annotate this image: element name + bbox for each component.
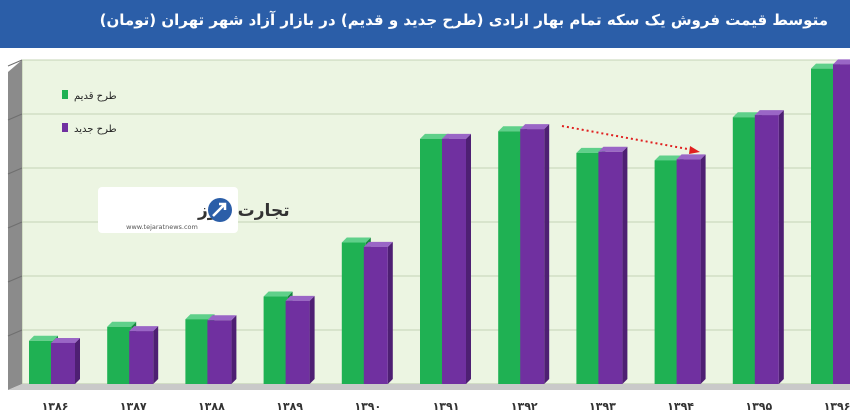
bar-old-4 [341,242,366,384]
bar-new-6-side [544,124,550,385]
bar-new-3-side [309,295,315,384]
trend-arrow-line [561,125,694,151]
bar-old-3 [263,296,288,384]
bar-new-10 [833,64,850,384]
x-tick-label: ۱۳۸۷ [120,400,147,413]
bar-old-7-top [576,147,606,153]
x-tick-label: ۱۳۹۳ [589,400,616,413]
x-tick-label: ۱۳۸۸ [198,400,225,413]
x-tick-label: ۱۳۹۵ [745,400,772,413]
x-tick-label: ۱۳۸۶ [42,400,69,413]
side-gridline [7,113,23,121]
bar-new-6-top [520,124,550,130]
bar-new-3-top [285,295,315,301]
bar-new-5-side [466,133,471,384]
legend: طرح قدیم طرح جدید [62,90,117,135]
legend-label-old: طرح قدیم [74,91,117,102]
x-tick-label: ۱۳۹۶ [824,400,850,413]
side-gridline [7,221,23,229]
bar-new-4-side [387,241,393,384]
bar-new-1-top [129,326,159,332]
bar-new-5-top [442,133,471,139]
bar-old-1-top [107,321,137,327]
bars-group [29,59,850,385]
bar-new-2 [207,320,232,384]
title-bar: متوسط قیمت فروش یک سکه تمام بهار ازادی (… [0,0,850,48]
bar-old-8 [654,160,679,384]
bar-new-10-top [833,59,850,65]
chart-title: متوسط قیمت فروش یک سکه تمام بهار ازادی (… [99,11,828,29]
legend-swatch-old [62,90,68,99]
bar-new-1 [129,331,154,384]
bar-new-0 [51,342,75,384]
bar-new-1-side [153,326,159,384]
bar-new-5 [442,138,466,384]
x-tick-label: ۱۳۹۰ [354,400,381,413]
bar-new-0-top [51,337,80,343]
x-tick-label: ۱۳۹۱ [433,400,460,413]
bar-new-7-side [622,146,628,384]
logo-url: www.tejaratnews.com [126,223,198,231]
bar-old-8-top [654,155,684,161]
trend-arrow-annotation [561,125,700,154]
bar-new-3 [285,300,310,384]
bar-new-8 [676,159,701,384]
bar-new-9-side [778,110,784,384]
legend-label-new: طرح جدید [74,124,117,135]
bar-new-4-top [363,241,393,247]
bar-old-5 [420,138,444,384]
bar-new-8-side [700,154,706,384]
bar-old-2-top [185,314,215,320]
bar-new-9 [754,115,779,384]
bar-old-10-top [811,63,840,69]
bar-old-6 [498,131,523,384]
bar-new-2-side [231,315,237,384]
trend-arrow-head [689,146,700,154]
bar-old-9-top [732,112,762,118]
x-tick-label: ۱۳۸۹ [276,400,303,413]
bar-old-1 [107,326,132,384]
bar-old-10 [811,68,835,384]
bar-new-8-top [676,154,706,160]
x-tick-label: ۱۳۹۲ [511,400,538,413]
logo-box [98,187,238,233]
bar-old-5-top [420,133,449,139]
bar-new-0-side [75,337,80,384]
bar-new-6 [520,129,545,384]
bar-new-9-top [754,110,784,116]
bar-old-0 [29,340,53,384]
bar-old-7 [576,152,601,384]
bar-new-7-top [598,146,628,152]
bar-old-6-top [498,126,528,132]
chart-floor [8,384,850,390]
side-gridline [7,59,23,67]
logo-arrow-icon [212,202,227,217]
tejarat-news-logo: تجارت نیوز www.tejaratnews.com [98,187,290,233]
x-axis-labels: ۱۳۸۶ ۱۳۸۷ ۱۳۸۸ ۱۳۸۹ ۱۳۹۰ ۱۳۹۱ ۱۳۹۲ ۱۳۹۳ ۱۳۹۴ ۱۳۹۵… [42,400,850,413]
bar-new-4 [363,246,388,384]
side-gridline [7,167,23,175]
side-gridline [7,329,23,337]
x-tick-label: ۱۳۹۴ [667,400,694,413]
bar-old-0-top [29,335,58,341]
bar-old-9 [732,117,757,385]
bar-old-3-top [263,291,293,297]
bar-new-2-top [207,315,237,321]
side-gridline [7,275,23,283]
bar-new-7 [598,151,623,384]
bar-old-2 [185,319,210,384]
bar-old-4-top [341,237,371,243]
legend-swatch-new [62,123,68,132]
